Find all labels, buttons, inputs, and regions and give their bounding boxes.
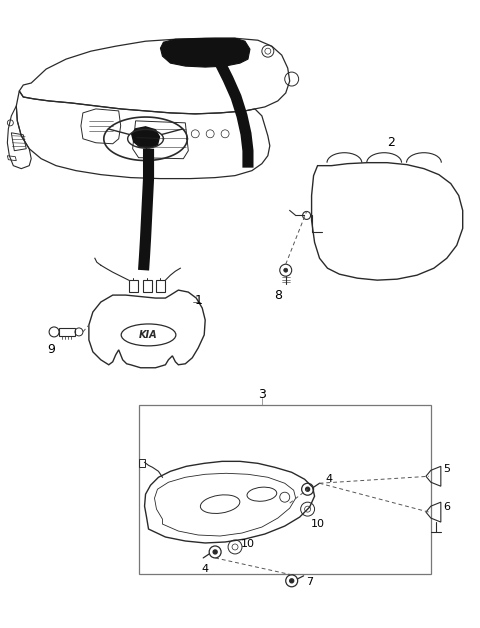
Circle shape	[213, 550, 217, 554]
Polygon shape	[160, 38, 250, 67]
Text: 5: 5	[444, 464, 450, 474]
Text: 1: 1	[194, 293, 202, 306]
Text: 7: 7	[306, 577, 313, 587]
Text: 4: 4	[326, 474, 333, 484]
Text: 6: 6	[444, 502, 450, 512]
Polygon shape	[132, 127, 159, 148]
Circle shape	[306, 487, 310, 491]
Text: 10: 10	[311, 519, 324, 529]
Text: 4: 4	[202, 564, 209, 574]
Text: 8: 8	[274, 289, 282, 301]
Text: KIA: KIA	[139, 330, 158, 340]
Circle shape	[284, 268, 288, 272]
Circle shape	[290, 579, 294, 583]
Text: 3: 3	[258, 388, 266, 401]
Text: 9: 9	[47, 344, 55, 356]
Text: 10: 10	[241, 539, 255, 549]
Text: 2: 2	[387, 136, 395, 149]
